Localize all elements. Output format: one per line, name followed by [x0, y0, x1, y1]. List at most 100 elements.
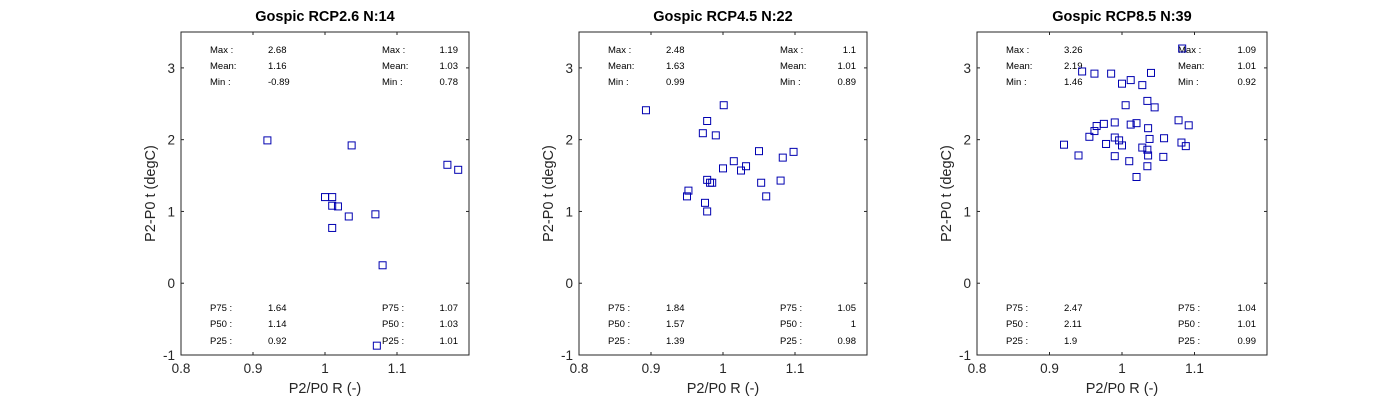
stat-y-bottom-label: P25 : — [608, 336, 630, 347]
x-tick-label: 0.9 — [1040, 361, 1059, 376]
stat-y-top-value: -0.89 — [268, 77, 290, 88]
stat-y-top-value: 2.68 — [268, 45, 287, 56]
scatter-point — [1107, 69, 1116, 78]
stat-y-top-label: Min : — [210, 77, 231, 88]
stat-x-top-value: 1.1 — [843, 45, 856, 56]
stat-x-top-label: Max : — [382, 45, 405, 56]
y-axis-label: P2-P0 t (degC) — [143, 145, 159, 242]
stat-x-bottom-label: P75 : — [1178, 303, 1200, 314]
scatter-point — [706, 178, 715, 187]
stat-x-bottom-label: P25 : — [780, 336, 802, 347]
chart-panel-2: Gospic RCP4.5 N:22 0.8 0.9 1 1.1 -1 0 1 2 3 P2/P0 … — [541, 9, 868, 397]
scatter-point — [757, 178, 766, 187]
scatter-point — [1184, 121, 1193, 130]
scatter-point — [703, 175, 712, 184]
x-tick-label: 0.9 — [642, 361, 661, 376]
scatter-point — [454, 165, 463, 174]
scatter-point — [372, 341, 381, 350]
x-tick-label: 1.1 — [786, 361, 805, 376]
stat-x-bottom-label: P75 : — [780, 303, 802, 314]
scatter-point — [1178, 44, 1187, 53]
scatter-point — [1143, 162, 1152, 171]
y-tick-label: 0 — [963, 276, 971, 291]
scatter-point — [708, 178, 717, 187]
stat-x-top-value: 1.19 — [440, 45, 459, 56]
x-axis-label: P2/P0 R (-) — [687, 381, 760, 397]
y-tick-label: 1 — [963, 204, 971, 219]
scatter-point — [328, 193, 337, 202]
scatter-point — [1147, 68, 1155, 77]
x-axis-label: P2/P0 R (-) — [1086, 381, 1159, 397]
scatter-point — [1102, 139, 1111, 148]
stat-y-top-label: Min : — [1006, 77, 1027, 88]
stat-y-bottom-value: 2.47 — [1064, 303, 1083, 314]
stat-y-top-label: Max : — [608, 45, 631, 56]
chart-panel-3: Gospic RCP8.5 N:39 0.8 0.9 1 1.1 -1 0 1 2 3 P2/P0 … — [939, 9, 1268, 397]
scatter-point — [1092, 122, 1101, 131]
scatter-point — [703, 207, 712, 216]
stat-x-top-value: 0.78 — [440, 77, 459, 88]
scatter-point — [333, 202, 342, 211]
stat-x-bottom-value: 1.01 — [440, 336, 459, 347]
stat-x-top-label: Mean: — [1178, 61, 1204, 72]
scatter-point — [1138, 81, 1147, 90]
scatter-point — [1144, 124, 1153, 133]
y-tick-label: 2 — [963, 133, 971, 148]
x-tick-label: 0.8 — [570, 361, 589, 376]
scatter-point — [1159, 152, 1168, 161]
scatter-point — [737, 166, 745, 175]
scatter-point — [1085, 132, 1094, 141]
scatter-point — [1110, 133, 1119, 142]
scatter-point — [1145, 134, 1154, 143]
stat-x-bottom-label: P50 : — [780, 319, 802, 330]
stat-y-bottom-label: P75 : — [210, 303, 232, 314]
scatter-point — [683, 192, 691, 201]
stat-x-top-label: Mean: — [780, 61, 806, 72]
scatter-point — [789, 147, 798, 156]
stat-y-bottom-value: 1.64 — [268, 303, 287, 314]
x-tick-label: 0.8 — [968, 361, 987, 376]
scatter-point — [1132, 119, 1141, 128]
stat-x-bottom-value: 1.04 — [1238, 303, 1257, 314]
scatter-point — [1132, 172, 1141, 181]
scatter-point — [742, 162, 751, 171]
chart-title: Gospic RCP4.5 N:22 — [653, 9, 792, 25]
scatter-point — [778, 153, 787, 162]
scatter-point — [719, 101, 728, 110]
scatter-point — [719, 164, 727, 173]
stat-x-bottom-value: 1.03 — [440, 319, 459, 330]
scatter-point — [1126, 76, 1135, 85]
stat-y-bottom-value: 1.57 — [666, 319, 685, 330]
stat-y-top-label: Mean: — [1006, 61, 1032, 72]
y-tick-label: 2 — [565, 133, 573, 148]
stat-x-bottom-label: P50 : — [382, 319, 404, 330]
x-tick-label: 1.1 — [1185, 361, 1204, 376]
y-tick-label: 0 — [167, 276, 175, 291]
scatter-point — [1118, 79, 1126, 88]
stat-x-bottom-label: P50 : — [1178, 319, 1200, 330]
scatter-point — [344, 212, 353, 221]
scatter-point — [263, 136, 272, 145]
y-axis-label: P2-P0 t (degC) — [541, 145, 557, 242]
y-tick-label: 1 — [167, 204, 175, 219]
x-tick-label: 0.8 — [172, 361, 191, 376]
scatter-point — [1160, 134, 1169, 143]
scatter-point — [378, 261, 387, 270]
stat-y-top-value: 1.63 — [666, 61, 685, 72]
scatter-point — [1099, 119, 1108, 128]
scatter-point — [762, 192, 771, 201]
stat-x-top-label: Max : — [780, 45, 803, 56]
stat-x-top-label: Max : — [1178, 45, 1201, 56]
scatter-point — [328, 201, 337, 210]
scatter-point — [1090, 127, 1099, 136]
stat-y-bottom-label: P50 : — [210, 319, 232, 330]
stat-x-top-value: 0.89 — [838, 77, 857, 88]
stat-y-bottom-value: 1.39 — [666, 336, 685, 347]
stat-y-top-label: Max : — [210, 45, 233, 56]
scatter-point — [1174, 116, 1183, 125]
stat-y-top-label: Max : — [1006, 45, 1029, 56]
scatter-point — [328, 223, 337, 232]
stat-y-bottom-label: P75 : — [1006, 303, 1028, 314]
stat-y-top-value: 1.46 — [1064, 77, 1083, 88]
